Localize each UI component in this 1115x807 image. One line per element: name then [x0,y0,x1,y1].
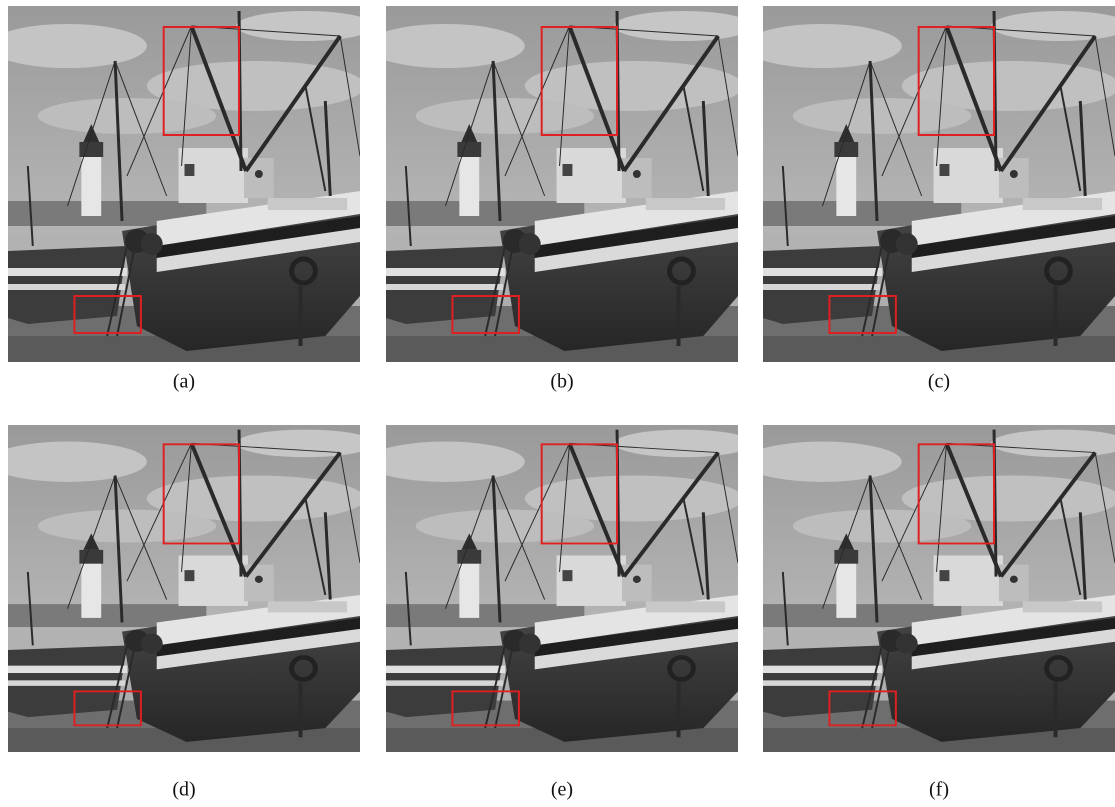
caption: (a) [173,371,195,393]
image [366,6,753,362]
caption: (e) [551,779,573,801]
panels: (a) (b) (c) (d) (e) (f) [0,6,1115,801]
caption: (f) [929,779,949,801]
image [743,425,1115,752]
figure: (a) (b) (c) (d) (e) (f) [0,0,1115,807]
image [0,425,375,752]
caption: (c) [928,371,950,393]
image [743,6,1115,362]
image [0,6,375,362]
caption: (d) [172,779,195,801]
image [366,425,753,752]
caption: (b) [550,371,573,393]
